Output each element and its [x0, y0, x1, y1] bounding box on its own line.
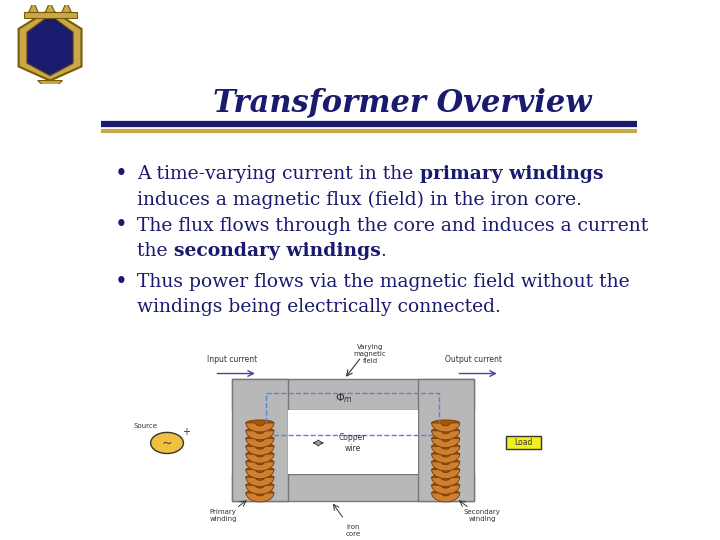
Ellipse shape [246, 443, 274, 449]
Polygon shape [27, 15, 73, 76]
Text: the: the [138, 242, 174, 260]
Text: primary windings: primary windings [420, 165, 603, 183]
Circle shape [150, 433, 184, 454]
Wedge shape [432, 470, 460, 478]
Wedge shape [432, 462, 460, 471]
Text: Iron
core: Iron core [345, 524, 361, 537]
Ellipse shape [246, 490, 274, 496]
Wedge shape [432, 477, 460, 487]
Polygon shape [27, 2, 40, 15]
Text: •: • [115, 163, 128, 185]
Bar [232, 474, 474, 501]
Polygon shape [60, 2, 73, 15]
Polygon shape [37, 80, 63, 91]
Wedge shape [246, 431, 274, 440]
Text: Thus power flows via the magnetic field without the: Thus power flows via the magnetic field … [138, 273, 630, 291]
Wedge shape [246, 438, 274, 448]
Ellipse shape [432, 467, 460, 472]
Text: The flux flows through the core and induces a current: The flux flows through the core and indu… [138, 217, 649, 234]
Ellipse shape [432, 490, 460, 496]
Ellipse shape [432, 474, 460, 481]
Wedge shape [432, 438, 460, 448]
Wedge shape [246, 470, 274, 478]
Ellipse shape [432, 459, 460, 465]
Text: •: • [115, 214, 128, 237]
Text: $\Phi_m$: $\Phi_m$ [336, 392, 353, 406]
Ellipse shape [432, 435, 460, 442]
Bar [506, 436, 541, 449]
Bar [24, 12, 76, 18]
Text: Load: Load [514, 437, 533, 447]
Text: secondary windings: secondary windings [174, 242, 381, 260]
Polygon shape [44, 2, 56, 15]
Text: Output current: Output current [445, 355, 503, 364]
Bar [288, 410, 418, 474]
Text: +: + [182, 427, 191, 437]
Text: A time-varying current in the: A time-varying current in the [138, 165, 420, 183]
Wedge shape [246, 462, 274, 471]
Polygon shape [19, 9, 81, 80]
Ellipse shape [246, 482, 274, 488]
Ellipse shape [246, 435, 274, 442]
Ellipse shape [246, 474, 274, 481]
Bar [418, 379, 474, 501]
Wedge shape [432, 423, 460, 432]
Ellipse shape [432, 420, 460, 426]
Bar [232, 379, 474, 410]
Ellipse shape [432, 451, 460, 457]
Wedge shape [432, 446, 460, 455]
Wedge shape [246, 493, 274, 502]
Wedge shape [432, 454, 460, 463]
Text: Varying
magnetic
field: Varying magnetic field [354, 345, 387, 364]
Bar [232, 379, 288, 501]
Text: Source: Source [133, 423, 158, 429]
Wedge shape [246, 477, 274, 487]
Text: ~: ~ [162, 436, 172, 449]
Text: induces a magnetic flux (field) in the iron core.: induces a magnetic flux (field) in the i… [138, 191, 582, 208]
Text: Secondary
winding: Secondary winding [464, 509, 501, 522]
Text: •: • [115, 271, 128, 293]
Ellipse shape [432, 443, 460, 449]
Wedge shape [246, 446, 274, 455]
Ellipse shape [432, 428, 460, 434]
Wedge shape [246, 423, 274, 432]
Ellipse shape [246, 467, 274, 472]
Wedge shape [432, 485, 460, 494]
Wedge shape [246, 454, 274, 463]
Ellipse shape [432, 482, 460, 488]
Text: windings being electrically connected.: windings being electrically connected. [138, 299, 501, 316]
Ellipse shape [246, 428, 274, 434]
Text: Input current: Input current [207, 355, 257, 364]
Text: Copper
wire: Copper wire [339, 433, 366, 453]
Text: .: . [381, 242, 387, 260]
Text: Transformer Overview: Transformer Overview [213, 87, 592, 119]
Ellipse shape [246, 459, 274, 465]
Ellipse shape [246, 420, 274, 426]
Wedge shape [432, 493, 460, 502]
Text: Primary
winding: Primary winding [210, 509, 237, 522]
Ellipse shape [246, 451, 274, 457]
Wedge shape [432, 431, 460, 440]
Wedge shape [246, 485, 274, 494]
